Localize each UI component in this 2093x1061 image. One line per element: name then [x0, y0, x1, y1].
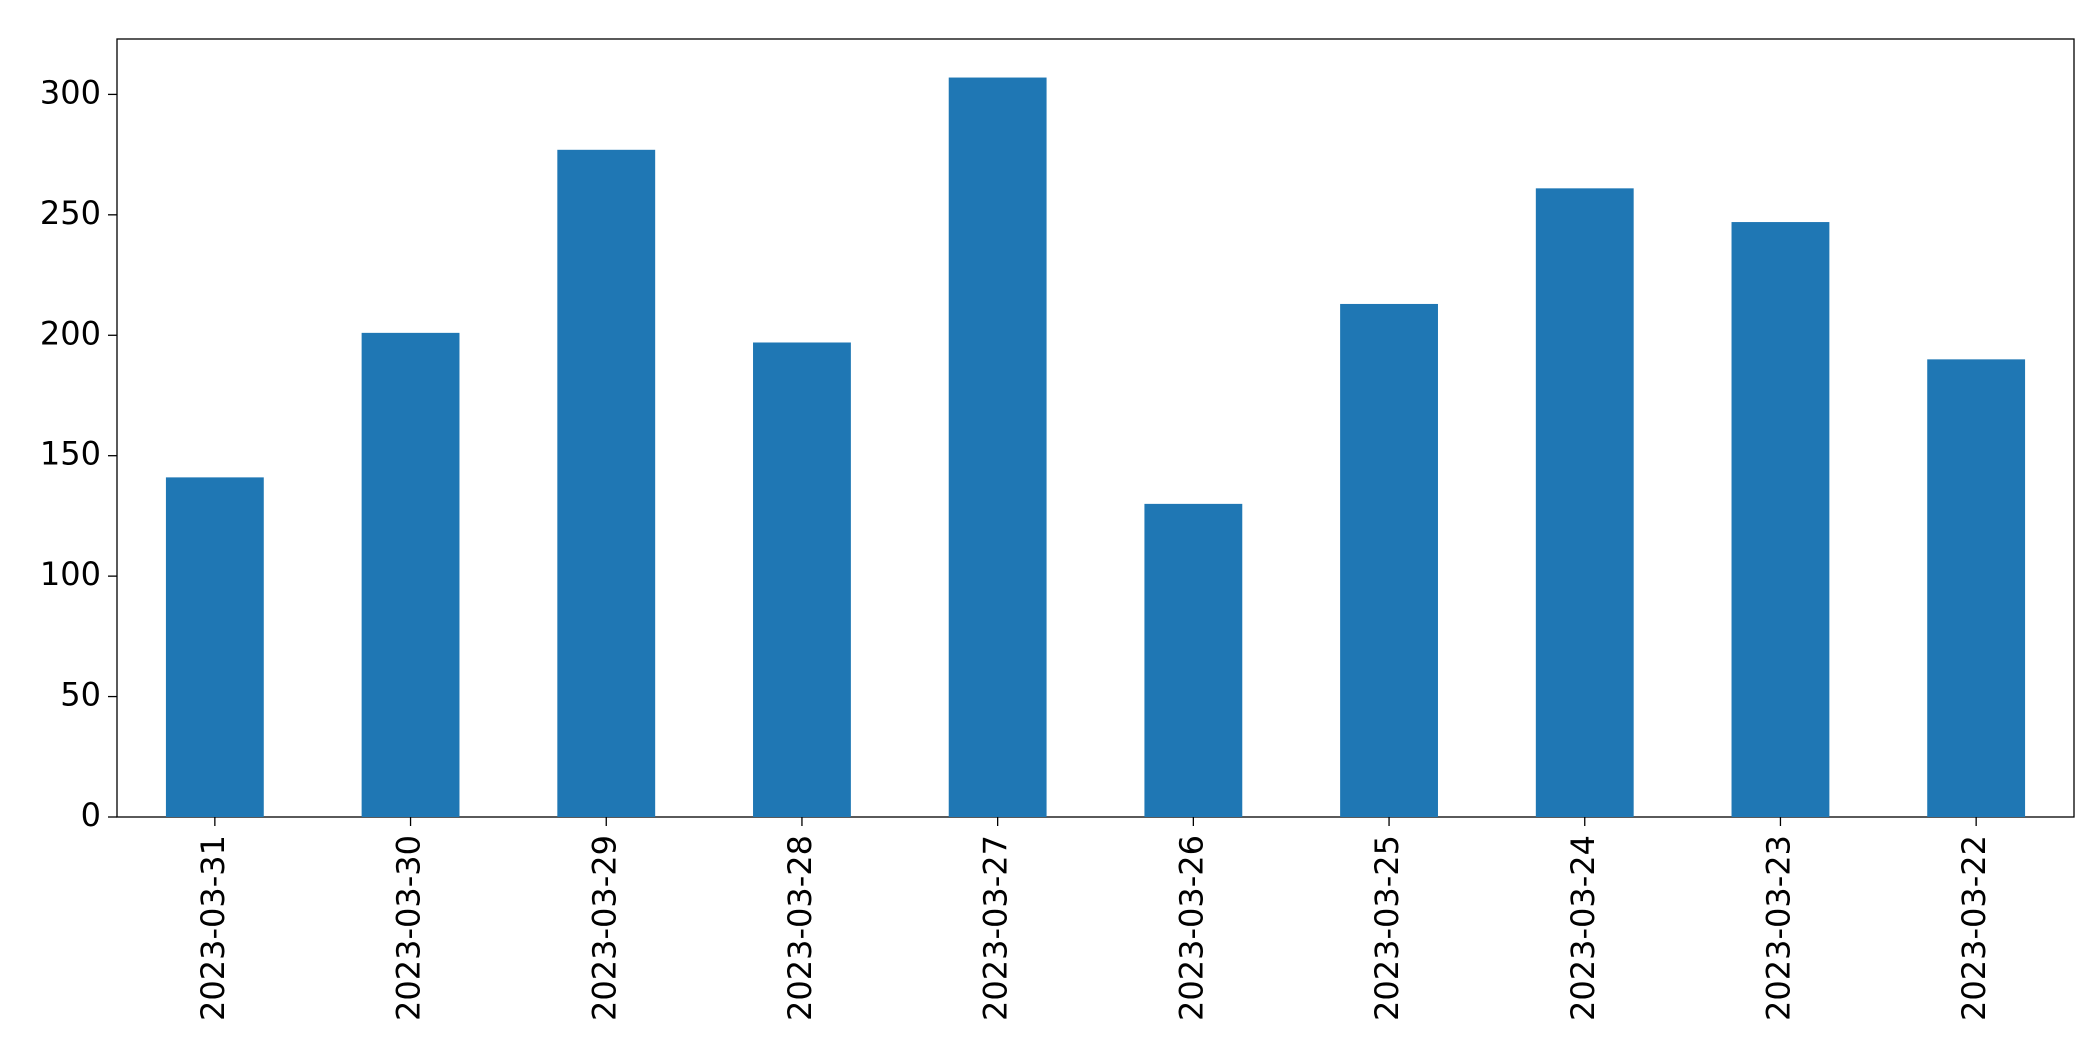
y-tick-label: 100	[40, 555, 101, 593]
x-tick-label: 2023-03-27	[977, 835, 1015, 1021]
y-tick-label: 200	[40, 314, 101, 352]
y-tick-label: 300	[40, 73, 101, 111]
x-tick-label: 2023-03-25	[1368, 835, 1406, 1021]
bar	[753, 342, 851, 817]
bar	[165, 477, 264, 817]
bar	[948, 77, 1047, 817]
y-tick-label: 0	[81, 796, 101, 834]
bar	[1927, 359, 2026, 817]
x-tick-label: 2023-03-31	[194, 835, 232, 1021]
bar	[1535, 188, 1634, 817]
plot-frame	[116, 38, 2075, 818]
y-tick-label: 250	[40, 194, 101, 232]
x-tick-label: 2023-03-29	[585, 835, 623, 1021]
bar	[1340, 303, 1438, 817]
x-tick-label: 2023-03-23	[1759, 835, 1797, 1021]
bar	[557, 149, 656, 817]
x-tick-label: 2023-03-26	[1172, 835, 1210, 1021]
bar	[361, 332, 460, 817]
bar	[1144, 503, 1243, 817]
y-tick-label: 150	[40, 435, 101, 473]
x-tick-label: 2023-03-22	[1955, 835, 1993, 1021]
bar	[1731, 222, 1830, 817]
x-tick-label: 2023-03-30	[390, 835, 428, 1021]
x-tick-label: 2023-03-24	[1564, 835, 1602, 1021]
x-tick-label: 2023-03-28	[781, 835, 819, 1021]
y-tick-label: 50	[60, 676, 101, 714]
